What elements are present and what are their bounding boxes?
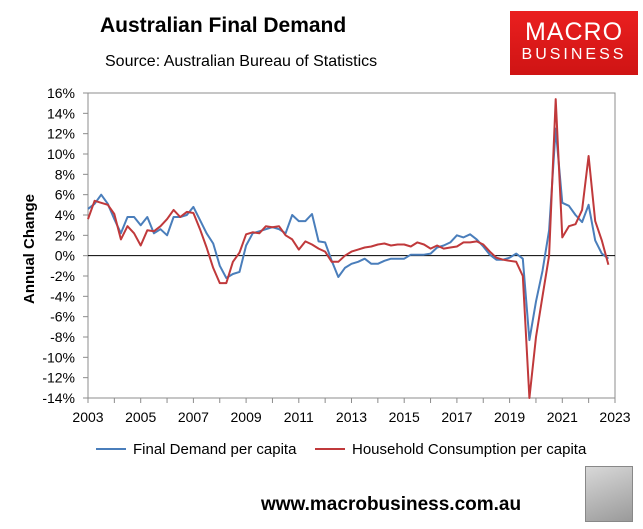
- y-tick-label: -4%: [50, 288, 75, 304]
- y-tick-label: 0%: [55, 248, 75, 264]
- legend-label: Final Demand per capita: [133, 441, 297, 458]
- y-tick-label: -10%: [42, 349, 75, 365]
- chart-title: Australian Final Demand: [100, 14, 347, 37]
- y-tick-label: 8%: [55, 166, 75, 182]
- y-tick-label: 14%: [47, 105, 75, 121]
- y-tick-label: -6%: [50, 309, 75, 325]
- y-tick-label: 12%: [47, 126, 75, 142]
- x-tick-label: 2023: [599, 409, 630, 425]
- x-tick-label: 2009: [231, 409, 262, 425]
- final-demand-line: [87, 127, 610, 342]
- x-tick-label: 2015: [389, 409, 420, 425]
- website-url: www.macrobusiness.com.au: [261, 494, 522, 515]
- logo-line-2: BUSINESS: [521, 46, 627, 63]
- y-tick-label: 2%: [55, 227, 75, 243]
- y-tick-label: -8%: [50, 329, 75, 345]
- y-axis-label: Annual Change: [21, 194, 38, 304]
- series-layer: [87, 98, 610, 399]
- x-tick-label: 2017: [441, 409, 472, 425]
- x-tick-label: 2003: [72, 409, 103, 425]
- x-tick-label: 2007: [178, 409, 209, 425]
- logo-line-1: MACRO: [524, 18, 624, 46]
- macrobusiness-logo: MACRO BUSINESS: [510, 11, 638, 75]
- y-tick-label: 16%: [47, 85, 75, 101]
- x-tick-label: 2013: [336, 409, 367, 425]
- x-tick-label: 2011: [284, 409, 314, 425]
- y-tick-label: -12%: [42, 370, 75, 386]
- x-tick-label: 2021: [547, 409, 578, 425]
- legend-label: Household Consumption per capita: [352, 441, 587, 458]
- plot-area-border: [87, 92, 616, 399]
- chart-source: Source: Australian Bureau of Statistics: [105, 53, 378, 70]
- x-tick-label: 2005: [125, 409, 156, 425]
- axes: 16% 14% 12% 10% 8% 6% 4% 2% 0% -2% -4% -6% -8% -10% -1…: [42, 85, 630, 425]
- y-tick-label: -2%: [50, 268, 75, 284]
- household-consumption-line: [87, 98, 610, 399]
- y-tick-label: 10%: [47, 146, 75, 162]
- wolf-mascot-image: [585, 466, 633, 522]
- x-tick-label: 2019: [494, 409, 525, 425]
- y-tick-label: 6%: [55, 187, 75, 203]
- y-tick-label: -14%: [42, 390, 75, 406]
- y-tick-label: 4%: [55, 207, 75, 223]
- legend: Final Demand per capita Household Consump…: [96, 441, 587, 458]
